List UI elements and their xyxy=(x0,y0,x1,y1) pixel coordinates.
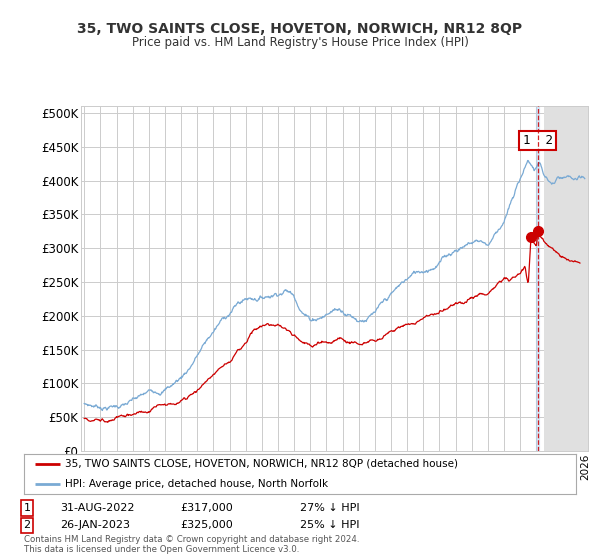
Text: 1: 1 xyxy=(23,503,31,513)
Text: 31-AUG-2022: 31-AUG-2022 xyxy=(60,503,134,513)
Bar xyxy=(544,106,600,451)
Text: 26-JAN-2023: 26-JAN-2023 xyxy=(60,520,130,530)
Text: 27% ↓ HPI: 27% ↓ HPI xyxy=(300,503,359,513)
Text: 2: 2 xyxy=(23,520,31,530)
Bar xyxy=(544,106,600,451)
Text: £325,000: £325,000 xyxy=(180,520,233,530)
Text: Contains HM Land Registry data © Crown copyright and database right 2024.
This d: Contains HM Land Registry data © Crown c… xyxy=(24,535,359,554)
Text: HPI: Average price, detached house, North Norfolk: HPI: Average price, detached house, Nort… xyxy=(65,479,329,489)
Text: 25% ↓ HPI: 25% ↓ HPI xyxy=(300,520,359,530)
Text: 35, TWO SAINTS CLOSE, HOVETON, NORWICH, NR12 8QP (detached house): 35, TWO SAINTS CLOSE, HOVETON, NORWICH, … xyxy=(65,459,458,469)
Text: 35, TWO SAINTS CLOSE, HOVETON, NORWICH, NR12 8QP: 35, TWO SAINTS CLOSE, HOVETON, NORWICH, … xyxy=(77,22,523,36)
Text: Price paid vs. HM Land Registry's House Price Index (HPI): Price paid vs. HM Land Registry's House … xyxy=(131,36,469,49)
Text: £317,000: £317,000 xyxy=(180,503,233,513)
Text: 1  2: 1 2 xyxy=(523,134,553,147)
